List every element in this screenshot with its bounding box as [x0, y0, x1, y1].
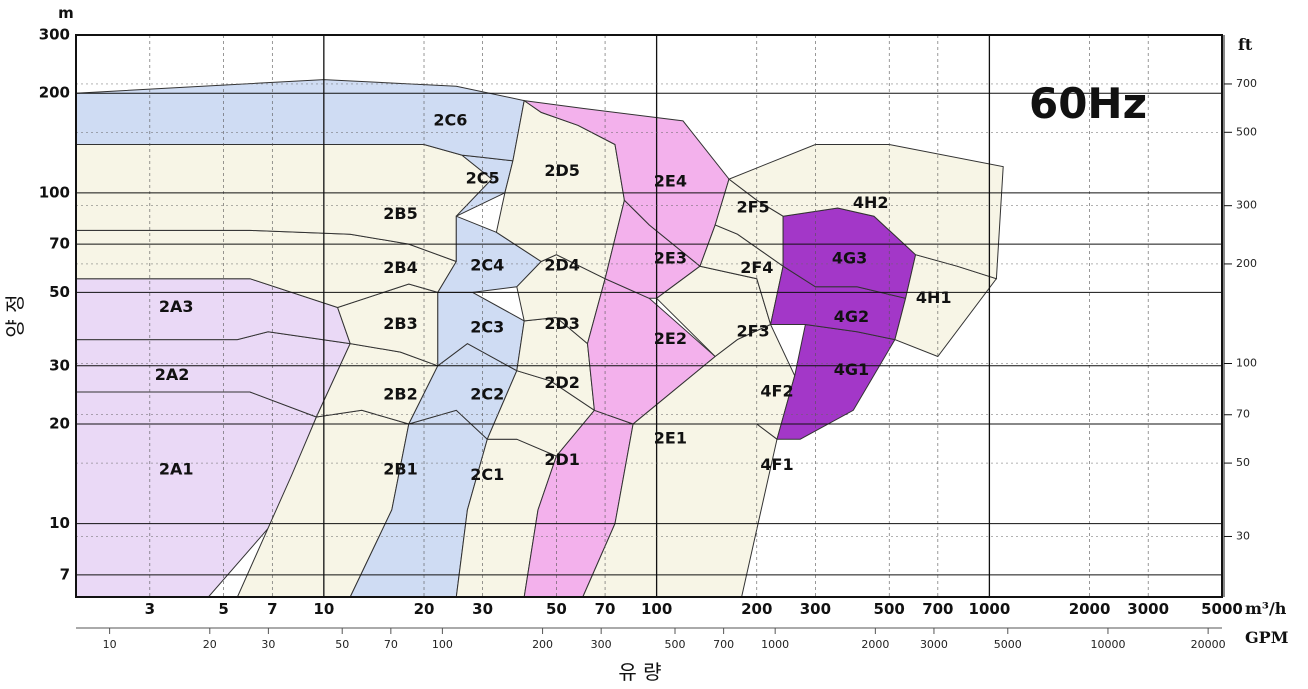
y2-tick-label: 500 [1236, 125, 1257, 138]
y-tick-label: 200 [39, 84, 70, 102]
zone-label-2c1: 2C1 [470, 465, 504, 484]
x2-tick-label: 300 [591, 638, 612, 651]
zone-labels-layer: 2A1 2A2 2A3 2B1 2B2 2B3 2B4 2B5 2C1 2C2 2C3 2C4 2C5 2… [155, 110, 952, 483]
y-axis-title: 양 정 [3, 294, 27, 337]
y2-tick-label: 30 [1236, 529, 1250, 542]
zone-label-2b1: 2B1 [383, 460, 417, 479]
zone-label-4g1: 4G1 [834, 360, 869, 379]
plot-frame [75, 34, 1223, 598]
x2-tick-label: 3000 [920, 638, 948, 651]
y-tick-label: 300 [39, 26, 70, 44]
zone-label-2a1: 2A1 [159, 460, 194, 479]
axes-layer: 7 10 20 30 50 70 100 200 300 30 50 70 100 200 300 500 70… [39, 26, 1257, 652]
x2-tick-label: 20000 [1191, 638, 1226, 651]
x-tick-label: 300 [800, 600, 831, 618]
y-tick-label: 100 [39, 183, 70, 201]
y2-tick-label: 100 [1236, 357, 1257, 370]
y-tick-label: 7 [60, 565, 70, 583]
x-tick-label: 500 [874, 600, 905, 618]
x-tick-label: 200 [741, 600, 772, 618]
y2-tick-label: 50 [1236, 456, 1250, 469]
x2-tick-label: 10 [103, 638, 117, 651]
y-tick-label: 20 [49, 415, 70, 433]
zone-label-2a3: 2A3 [159, 297, 194, 316]
x2-tick-label: 2000 [861, 638, 889, 651]
x2-tick-label: 1000 [761, 638, 789, 651]
zone-label-2d5: 2D5 [544, 161, 580, 180]
x-tick-label: 3 [145, 600, 155, 618]
x-tick-label: 10 [313, 600, 334, 618]
x2-tick-label: 5000 [994, 638, 1022, 651]
zone-label-2d4: 2D4 [544, 256, 580, 275]
zone-label-2e1: 2E1 [654, 429, 687, 448]
zone-label-2c5: 2C5 [466, 169, 500, 188]
x-tick-label: 3000 [1127, 600, 1169, 618]
zone-4h2 [727, 144, 1004, 280]
x2-tick-label: 10000 [1090, 638, 1125, 651]
zone-label-2c3: 2C3 [470, 318, 504, 337]
x2-tick-label: 30 [261, 638, 275, 651]
x-tick-label: 100 [641, 600, 672, 618]
x2-tick-label: 20 [203, 638, 217, 651]
y2-tick-label: 300 [1236, 199, 1257, 212]
zone-label-2d1: 2D1 [544, 450, 580, 469]
zone-label-2e2: 2E2 [654, 329, 687, 348]
x-unit-label: m³/h [1245, 599, 1287, 618]
y-tick-label: 10 [49, 514, 70, 532]
zone-label-2d2: 2D2 [544, 373, 580, 392]
frequency-label: 60Hz [1029, 79, 1147, 128]
zone-label-2f3: 2F3 [736, 321, 769, 340]
zone-label-4g2: 4G2 [834, 307, 869, 326]
zone-label-2e4: 2E4 [654, 171, 687, 190]
zone-label-2c2: 2C2 [470, 384, 504, 403]
y2-unit-label: ft [1238, 35, 1253, 54]
x2-tick-label: 100 [432, 638, 453, 651]
y-tick-label: 30 [49, 356, 70, 374]
zone-label-2c4: 2C4 [470, 256, 504, 275]
x2-tick-label: 700 [713, 638, 734, 651]
zone-label-2a2: 2A2 [155, 365, 190, 384]
x-tick-label: 700 [922, 600, 953, 618]
x-tick-label: 5 [218, 600, 228, 618]
y-tick-label: 50 [49, 283, 70, 301]
y-unit-label: m [58, 4, 74, 22]
zone-2e4 [523, 100, 730, 268]
x2-tick-label: 50 [335, 638, 349, 651]
x-tick-label: 70 [595, 600, 616, 618]
zone-label-2b5: 2B5 [383, 204, 417, 223]
zone-label-4h1: 4H1 [916, 288, 952, 307]
y-tick-label: 70 [49, 235, 70, 253]
zone-label-4f2: 4F2 [760, 382, 793, 401]
zone-label-2f5: 2F5 [736, 198, 769, 217]
zone-label-2d3: 2D3 [544, 314, 580, 333]
x2-tick-label: 200 [532, 638, 553, 651]
x-axis-title: 유 량 [618, 660, 661, 684]
x-tick-label: 7 [267, 600, 277, 618]
zone-label-4f1: 4F1 [760, 455, 793, 474]
x2-unit-label: GPM [1245, 628, 1288, 647]
y2-tick-label: 700 [1236, 77, 1257, 90]
zone-label-4g3: 4G3 [832, 249, 867, 268]
x2-tick-label: 70 [384, 638, 398, 651]
zone-label-2b2: 2B2 [383, 384, 417, 403]
y2-tick-label: 200 [1236, 257, 1257, 270]
zone-label-4h2: 4H2 [853, 193, 889, 212]
zone-label-2e3: 2E3 [654, 249, 687, 268]
x-tick-label: 1000 [969, 600, 1011, 618]
x-tick-label: 20 [414, 600, 435, 618]
zone-label-2b3: 2B3 [383, 314, 417, 333]
y2-tick-label: 70 [1236, 408, 1250, 421]
x-tick-label: 5000 [1201, 600, 1243, 618]
x-tick-label: 2000 [1069, 600, 1111, 618]
x-tick-label: 50 [546, 600, 567, 618]
zone-label-2b4: 2B4 [383, 258, 417, 277]
x2-tick-label: 500 [664, 638, 685, 651]
zone-label-2f4: 2F4 [740, 258, 773, 277]
zone-label-2c6: 2C6 [433, 110, 467, 129]
x-tick-label: 30 [472, 600, 493, 618]
